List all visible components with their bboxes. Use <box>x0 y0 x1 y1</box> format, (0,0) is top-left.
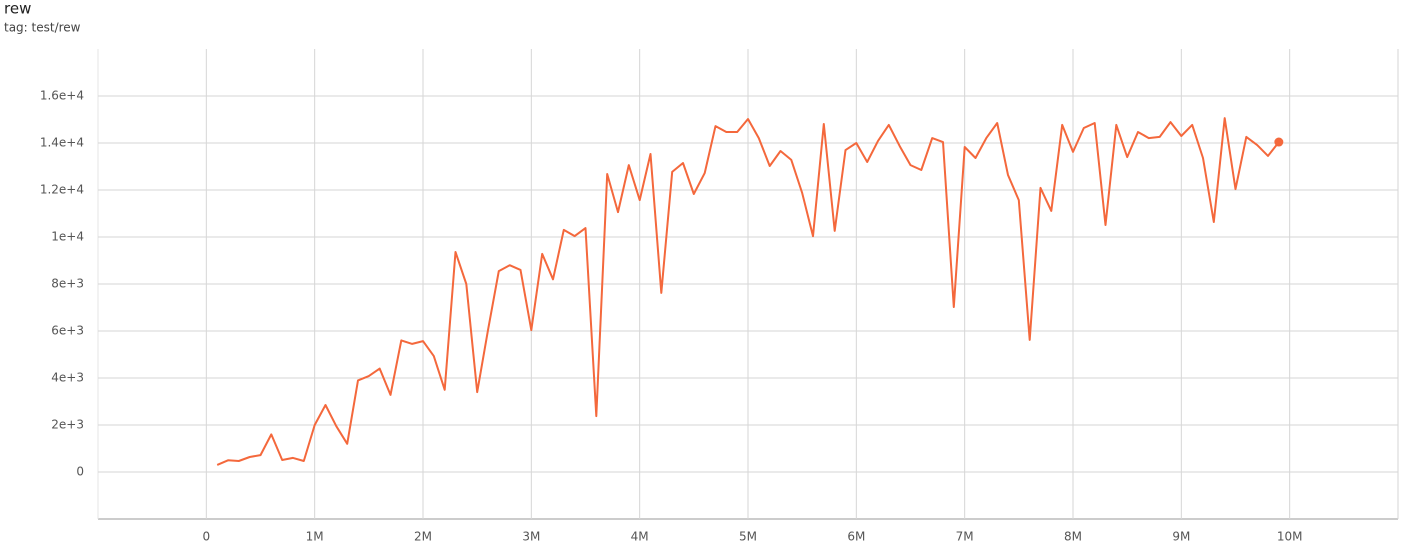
y-tick-label: 6e+3 <box>51 324 84 338</box>
y-tick-label: 2e+3 <box>51 418 84 432</box>
y-tick-label: 1.6e+4 <box>40 89 84 103</box>
x-tick-label: 2M <box>414 530 432 544</box>
y-tick-label: 1.2e+4 <box>40 183 84 197</box>
y-tick-label: 8e+3 <box>51 277 84 291</box>
x-tick-label: 7M <box>956 530 974 544</box>
y-tick-label: 0 <box>76 465 84 479</box>
x-tick-label: 8M <box>1064 530 1082 544</box>
y-tick-label: 4e+3 <box>51 371 84 385</box>
x-tick-label: 6M <box>847 530 865 544</box>
x-tick-label: 5M <box>739 530 757 544</box>
y-tick-label: 1e+4 <box>51 230 84 244</box>
x-tick-label: 9M <box>1172 530 1190 544</box>
x-tick-label: 10M <box>1277 530 1303 544</box>
y-tick-label: 1.4e+4 <box>40 136 84 150</box>
last-point <box>1274 137 1284 147</box>
chart-title: rew <box>4 0 31 18</box>
chart-subtitle: tag: test/rew <box>4 21 81 35</box>
x-tick-label: 3M <box>522 530 540 544</box>
x-tick-label: 0 <box>203 530 211 544</box>
x-tick-label: 4M <box>631 530 649 544</box>
series-line <box>216 117 1280 466</box>
x-tick-label: 1M <box>306 530 324 544</box>
